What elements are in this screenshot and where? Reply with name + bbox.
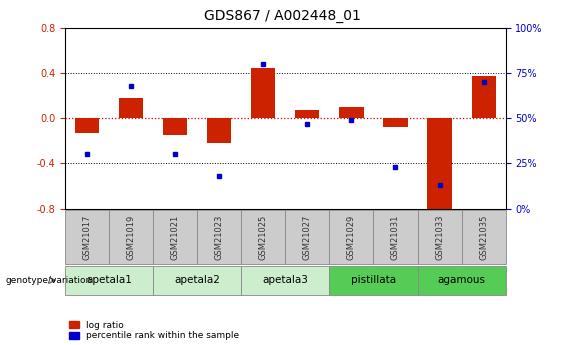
Bar (295, 110, 319, 118)
Bar (153, 210, 197, 264)
Bar (329, 210, 373, 264)
Bar (119, 98, 143, 118)
Bar (472, 76, 496, 118)
Text: GSM21023: GSM21023 (215, 215, 224, 260)
Bar (251, 68, 275, 118)
Bar (65, 266, 153, 295)
Legend: log ratio, percentile rank within the sample: log ratio, percentile rank within the sa… (69, 321, 239, 341)
Bar (418, 210, 462, 264)
Text: apetala3: apetala3 (262, 275, 308, 285)
Bar (197, 210, 241, 264)
Bar (65, 210, 109, 264)
Text: GSM21031: GSM21031 (391, 215, 400, 260)
Bar (373, 210, 418, 264)
Text: GSM21021: GSM21021 (171, 215, 180, 260)
Text: pistillata: pistillata (351, 275, 396, 285)
Bar (462, 210, 506, 264)
Text: GSM21025: GSM21025 (259, 215, 268, 260)
Text: GSM21035: GSM21035 (479, 215, 488, 260)
Bar (285, 210, 329, 264)
Bar (384, 118, 407, 127)
Bar (329, 266, 418, 295)
Bar (75, 118, 99, 133)
Text: GDS867 / A002448_01: GDS867 / A002448_01 (204, 9, 361, 23)
Text: apetala2: apetala2 (174, 275, 220, 285)
Bar (153, 266, 241, 295)
Bar (241, 266, 329, 295)
Bar (163, 118, 187, 135)
Bar (428, 118, 451, 214)
Bar (109, 210, 153, 264)
Bar (207, 118, 231, 143)
Text: genotype/variation: genotype/variation (6, 276, 92, 285)
Text: apetala1: apetala1 (86, 275, 132, 285)
Text: agamous: agamous (438, 275, 485, 285)
Bar (418, 266, 506, 295)
Bar (241, 210, 285, 264)
Text: GSM21019: GSM21019 (127, 215, 136, 260)
Text: GSM21027: GSM21027 (303, 215, 312, 260)
Text: GSM21017: GSM21017 (82, 215, 92, 260)
Text: GSM21029: GSM21029 (347, 215, 356, 260)
Text: GSM21033: GSM21033 (435, 215, 444, 260)
Bar (340, 107, 363, 118)
